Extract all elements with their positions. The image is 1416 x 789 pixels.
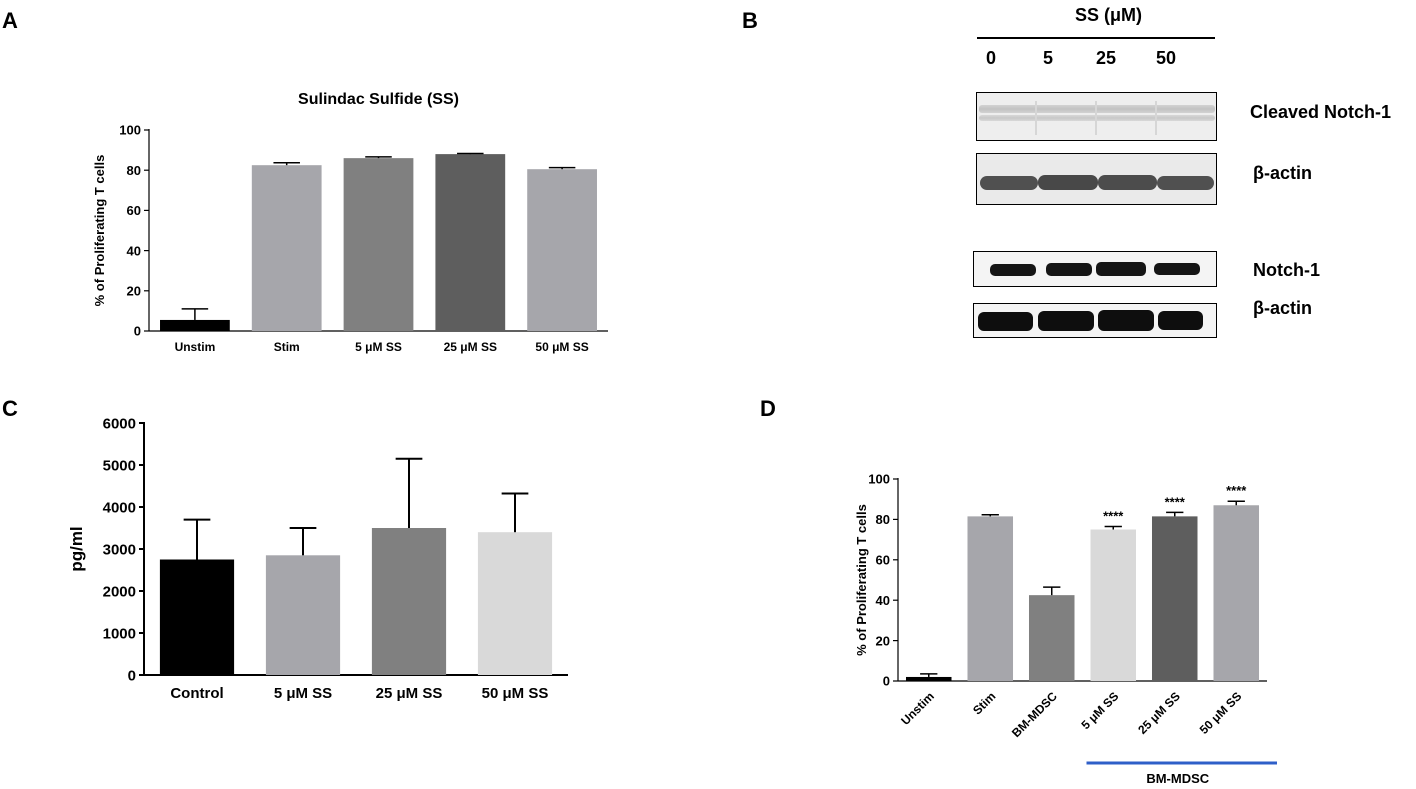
y-tick-label: 0 — [883, 674, 890, 689]
bar — [265, 555, 341, 675]
bar — [1028, 595, 1075, 681]
y-tick-label: 100 — [868, 472, 890, 487]
y-tick-label: 6000 — [103, 415, 136, 432]
blot-header: SS (μM) — [1075, 5, 1143, 25]
x-tick-label: 50 μM SS — [535, 340, 588, 354]
blot-notch1 — [973, 251, 1217, 287]
panel-letter-a: A — [2, 8, 18, 33]
significance-label: **** — [1165, 494, 1186, 509]
blot-label-notch1: Notch-1 — [1253, 260, 1320, 280]
x-tick-label: 5 μM SS — [1078, 689, 1121, 732]
x-tick-label: 25 μM SS — [444, 340, 497, 354]
chart-a-proliferation: 0 20 40 60 80 100 Unstim Stim 5 μM SS 25 μM SS 50 … — [92, 91, 608, 354]
y-tick-label: 80 — [876, 512, 890, 527]
y-tick-label: 0 — [134, 324, 141, 339]
significance-label: **** — [1226, 483, 1247, 498]
bar — [1090, 529, 1137, 681]
blot-label-beta-actin-2: β-actin — [1253, 298, 1312, 318]
y-tick-label: 20 — [127, 283, 141, 298]
chart-c-cytokine: 0 1000 2000 3000 4000 5000 6000 Control 5 μM SS 2… — [67, 415, 568, 702]
lane-label: 5 — [1043, 48, 1054, 68]
bar — [905, 676, 952, 681]
x-tick-label: BM-MDSC — [1009, 689, 1060, 740]
bar — [1151, 516, 1198, 681]
x-tick-label: 50 μM SS — [1197, 689, 1245, 737]
y-tick-label: 5000 — [103, 457, 136, 474]
blot-label-beta-actin-1: β-actin — [1253, 163, 1312, 183]
blot-cleaved-notch1 — [976, 92, 1217, 141]
chart-d-proliferation-mdsc: 0 20 40 60 80 100 Unstim Stim BM-MDSC 5 μM SS ****… — [854, 472, 1277, 786]
x-tick-label: Stim — [274, 340, 300, 354]
y-tick-label: 100 — [119, 123, 141, 138]
panel-letter-c: C — [2, 396, 18, 421]
bar — [435, 154, 506, 331]
bar — [343, 158, 414, 331]
bar — [1213, 505, 1260, 681]
significance-label: **** — [1103, 508, 1124, 523]
blot-header-line — [977, 37, 1215, 39]
bar — [967, 516, 1014, 681]
x-tick-label: Control — [170, 685, 223, 702]
x-tick-label: 5 μM SS — [274, 685, 332, 702]
x-tick-label: Stim — [970, 689, 998, 717]
bar — [527, 169, 597, 331]
blot-beta-actin-2 — [973, 303, 1217, 338]
bar — [160, 319, 230, 331]
x-tick-label: 5 μM SS — [355, 340, 402, 354]
western-blot-panel: SS (μM) 0 5 25 50 Cleaved Notch-1 β-acti… — [960, 0, 1416, 350]
group-label: BM-MDSC — [1146, 771, 1209, 786]
bar — [371, 528, 447, 675]
lane-label: 25 — [1096, 48, 1117, 68]
y-tick-label: 0 — [128, 667, 136, 684]
y-tick-label: 40 — [127, 243, 141, 258]
x-tick-label: 25 μM SS — [376, 685, 443, 702]
blot-beta-actin-1 — [976, 153, 1217, 205]
x-tick-label: 50 μM SS — [482, 685, 549, 702]
y-tick-label: 80 — [127, 163, 141, 178]
y-tick-label: 40 — [876, 593, 890, 608]
y-tick-label: 3000 — [103, 541, 136, 558]
x-tick-label: 25 μM SS — [1135, 689, 1183, 737]
y-tick-label: 4000 — [103, 499, 136, 516]
y-tick-label: 1000 — [103, 625, 136, 642]
bar — [159, 559, 235, 675]
blot-label-cleaved-notch1: Cleaved Notch-1 — [1250, 102, 1392, 122]
bar — [251, 165, 322, 331]
y-tick-label: 60 — [876, 552, 890, 567]
y-tick-label: 2000 — [103, 583, 136, 600]
y-axis-label: % of Proliferating T cells — [854, 504, 869, 656]
chart-title: Sulindac Sulfide (SS) — [298, 91, 459, 108]
y-tick-label: 20 — [876, 633, 890, 648]
panel-letter-d: D — [760, 396, 776, 421]
bar — [477, 532, 553, 675]
x-tick-label: Unstim — [898, 689, 937, 728]
lane-label: 0 — [986, 48, 997, 68]
y-tick-label: 60 — [127, 203, 141, 218]
panel-letter-b: B — [742, 8, 758, 33]
y-axis-label: % of Proliferating T cells — [92, 155, 107, 307]
lane-label: 50 — [1156, 48, 1177, 68]
y-axis-label: pg/ml — [67, 526, 86, 571]
x-tick-label: Unstim — [175, 340, 216, 354]
